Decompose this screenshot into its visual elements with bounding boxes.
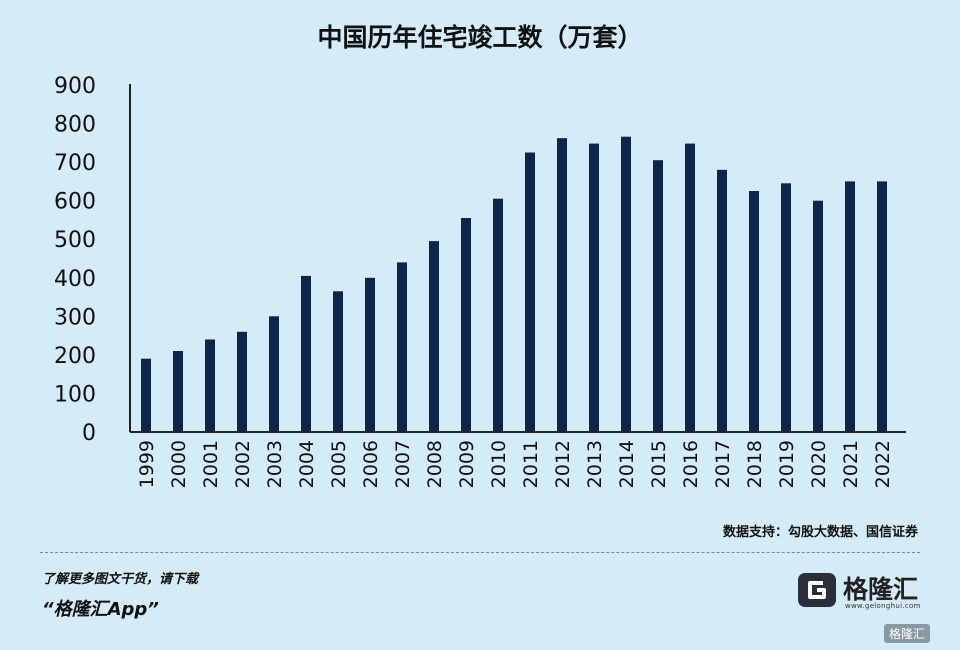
x-tick-label: 2021 bbox=[840, 440, 862, 488]
bar-2020 bbox=[813, 200, 823, 432]
bar-2004 bbox=[301, 275, 311, 432]
bar-2022 bbox=[877, 181, 887, 432]
x-tick-label: 2009 bbox=[456, 440, 478, 488]
bar-2021 bbox=[845, 181, 855, 432]
x-tick-label: 2003 bbox=[264, 440, 286, 488]
x-tick-label: 2007 bbox=[392, 440, 414, 488]
x-tick-label: 2015 bbox=[648, 440, 670, 488]
x-tick-label: 2008 bbox=[424, 440, 446, 488]
promo-app-name: “格隆汇App” bbox=[42, 599, 159, 620]
bar-2015 bbox=[653, 160, 663, 432]
corner-watermark: 格隆汇 bbox=[884, 624, 931, 643]
x-tick-label: 2022 bbox=[872, 440, 894, 488]
bar-2006 bbox=[365, 277, 375, 432]
bar-2014 bbox=[621, 136, 631, 432]
bar-series bbox=[141, 136, 887, 433]
x-tick-label: 2005 bbox=[328, 440, 350, 488]
bar-2008 bbox=[429, 241, 439, 432]
y-tick-label: 900 bbox=[54, 74, 96, 99]
bar-2007 bbox=[397, 262, 407, 432]
x-tick-label: 2004 bbox=[296, 440, 318, 488]
brand-url: www.gelonghui.com bbox=[845, 602, 921, 610]
x-tick-label: 2000 bbox=[168, 440, 190, 488]
bar-2010 bbox=[493, 198, 503, 432]
y-tick-label: 400 bbox=[54, 267, 96, 292]
bar-2019 bbox=[781, 183, 791, 432]
y-tick-label: 0 bbox=[82, 421, 96, 446]
y-tick-label: 300 bbox=[54, 305, 96, 330]
x-axis-ticks: 1999 2000 2001 2002 2003 2004 2005 2006 2007 2008… bbox=[136, 440, 894, 488]
x-tick-label: 1999 bbox=[136, 440, 158, 488]
y-tick-label: 800 bbox=[54, 113, 96, 138]
bar-2000 bbox=[173, 351, 183, 432]
y-axis-ticks: 0 100 200 300 400 500 600 700 800 900 bbox=[54, 74, 96, 446]
x-tick-label: 2011 bbox=[520, 440, 542, 488]
bar-2013 bbox=[589, 143, 599, 432]
chart-title: 中国历年住宅竣工数（万套） bbox=[317, 23, 643, 52]
gelonghui-logo-icon bbox=[798, 573, 836, 607]
footer-divider bbox=[40, 552, 920, 553]
bar-2001 bbox=[205, 339, 215, 432]
bar-2016 bbox=[685, 143, 695, 432]
bar-2003 bbox=[269, 316, 279, 432]
x-tick-label: 2018 bbox=[744, 440, 766, 488]
x-tick-label: 2010 bbox=[488, 440, 510, 488]
x-tick-label: 2014 bbox=[616, 440, 638, 488]
y-tick-label: 700 bbox=[54, 151, 96, 176]
x-tick-label: 2013 bbox=[584, 440, 606, 488]
promo-text: 了解更多图文干货，请下载 bbox=[42, 572, 199, 587]
x-tick-label: 2017 bbox=[712, 440, 734, 488]
x-tick-label: 2016 bbox=[680, 440, 702, 488]
bar-2005 bbox=[333, 291, 343, 432]
bar-2012 bbox=[557, 138, 567, 432]
bar-2018 bbox=[749, 191, 759, 432]
x-tick-label: 2006 bbox=[360, 440, 382, 488]
y-tick-label: 500 bbox=[54, 228, 96, 253]
brand-name: 格隆汇 bbox=[843, 575, 919, 604]
y-tick-label: 200 bbox=[54, 344, 96, 369]
bar-2011 bbox=[525, 152, 535, 432]
x-tick-label: 2002 bbox=[232, 440, 254, 488]
bar-2009 bbox=[461, 218, 471, 432]
y-tick-label: 100 bbox=[54, 382, 96, 407]
bar-2017 bbox=[717, 169, 727, 433]
bar-1999 bbox=[141, 358, 151, 432]
x-tick-label: 2019 bbox=[776, 440, 798, 488]
source-note: 数据支持：勾股大数据、国信证券 bbox=[722, 525, 918, 540]
x-tick-label: 2001 bbox=[200, 440, 222, 488]
bar-chart: 0 100 200 300 400 500 600 700 800 900 1999 2000 200… bbox=[54, 74, 906, 488]
y-tick-label: 600 bbox=[54, 190, 96, 215]
x-tick-label: 2012 bbox=[552, 440, 574, 488]
x-tick-label: 2020 bbox=[808, 440, 830, 488]
bar-2002 bbox=[237, 331, 247, 432]
